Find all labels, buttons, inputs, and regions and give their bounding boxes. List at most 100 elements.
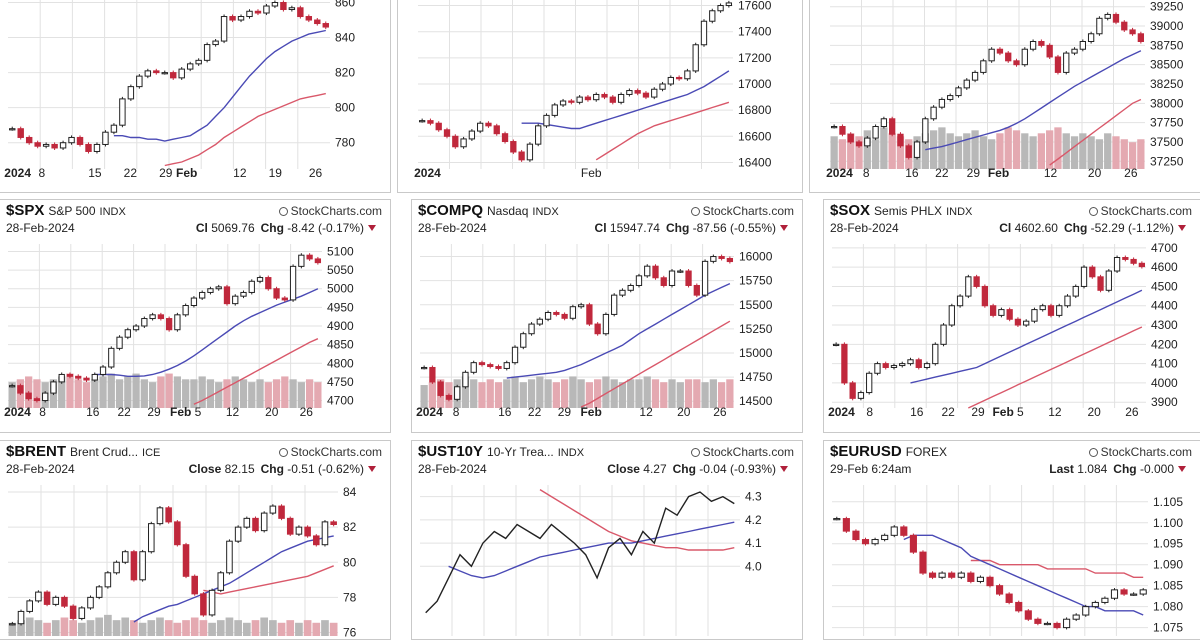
candle xyxy=(260,512,268,532)
x-tick-label: 8 xyxy=(863,166,870,180)
chart-panel-1[interactable]: 860 840 820 800 780 2024 8 15 22 29 Feb 12 19 26 xyxy=(0,0,391,193)
candle xyxy=(68,136,75,144)
volume-bar xyxy=(264,382,272,408)
x-tick-label: Feb xyxy=(170,405,191,419)
candle xyxy=(1122,257,1129,260)
y-tick-label: 17000 xyxy=(738,77,772,91)
candle xyxy=(26,600,33,612)
candle xyxy=(569,306,577,319)
candle xyxy=(1096,17,1103,35)
chart-panel-sox[interactable]: $SOX Semis PHLX INDX StockCharts.com 28-Fe… xyxy=(823,199,1200,433)
candle xyxy=(269,505,277,514)
volume-bar xyxy=(198,376,206,408)
volume-bar xyxy=(946,133,954,169)
candle xyxy=(725,2,733,7)
candle xyxy=(99,366,107,375)
candle xyxy=(144,70,152,77)
volume-bar xyxy=(544,379,552,408)
x-tick-label: 2024 xyxy=(414,166,441,180)
volume-bar xyxy=(996,133,1004,169)
volume-bar xyxy=(140,379,148,408)
candle xyxy=(190,297,198,307)
stockcharts-logo-icon xyxy=(690,207,700,216)
candle xyxy=(634,90,641,94)
volume-bar xyxy=(880,127,888,169)
candle xyxy=(890,365,898,368)
candle xyxy=(700,20,708,46)
candle xyxy=(203,44,211,61)
candle xyxy=(584,96,592,101)
candle xyxy=(551,104,558,116)
y-tick-label: 4.1 xyxy=(745,536,762,550)
candle xyxy=(586,304,593,325)
y-tick-label: 4.3 xyxy=(745,490,762,504)
volume-bar xyxy=(165,373,173,408)
volume-bar xyxy=(295,622,303,636)
y-tick-label: 5000 xyxy=(327,282,354,296)
candle xyxy=(996,585,1004,595)
candle xyxy=(34,142,41,147)
candle xyxy=(1029,41,1037,50)
candle xyxy=(87,596,94,609)
instrument-name: Brent Crud... xyxy=(70,445,139,459)
candle xyxy=(124,329,131,338)
volume-bar xyxy=(428,382,437,408)
candle xyxy=(594,323,601,335)
chart-panel-eurusd[interactable]: $EURUSD FOREX StockCharts.com 29-Feb 6:24… xyxy=(823,440,1200,640)
instrument-name: 10-Yr Trea... xyxy=(487,445,554,459)
candle xyxy=(905,145,912,158)
chart-panel-3[interactable]: 39250 39000 38750 38500 38250 38000 37750 37500… xyxy=(809,0,1200,193)
y-tick-label: 37250 xyxy=(1150,154,1184,168)
volume-bar xyxy=(1070,136,1079,169)
volume-bar xyxy=(256,379,264,408)
candle xyxy=(153,70,160,74)
y-tick-label: 4800 xyxy=(327,356,354,370)
y-tick-label: 4.2 xyxy=(745,513,762,527)
x-tick-label: 2024 xyxy=(416,405,443,419)
candle xyxy=(17,385,24,394)
chart-panel-brent[interactable]: $BRENT Brent Crud... ICE StockCharts.com 2… xyxy=(0,440,391,640)
y-tick-label: 4750 xyxy=(327,375,354,389)
candle xyxy=(149,314,156,320)
x-tick-label: 8 xyxy=(39,405,46,419)
candle xyxy=(1039,305,1046,311)
candle xyxy=(626,90,633,95)
chart-plot-2: 17600 17400 17200 17000 16800 16600 16400 2024 F… xyxy=(414,0,772,180)
y-tick-label: 4000 xyxy=(1151,376,1178,390)
chart-title: $SOX Semis PHLX INDX xyxy=(830,202,972,219)
candle xyxy=(435,122,442,131)
candle xyxy=(174,314,181,331)
candle xyxy=(1129,29,1136,35)
volume-bar xyxy=(1046,130,1054,169)
volume-bar xyxy=(33,379,41,408)
candle xyxy=(297,7,304,18)
chart-panel-spx[interactable]: $SPX S&P 500 INDX StockCharts.com 28-Feb-2… xyxy=(0,199,391,433)
x-tick-label: 26 xyxy=(309,166,323,180)
x-tick-label: Feb xyxy=(580,405,601,419)
candle xyxy=(148,523,155,553)
chart-panel-ust10y[interactable]: $UST10Y 10-Yr Trea... INDX StockCharts.com… xyxy=(411,440,803,640)
chart-panel-compq[interactable]: $COMPQ Nasdaq INDX StockCharts.com 28-Feb-… xyxy=(411,199,803,433)
candle xyxy=(139,551,146,581)
chart-panel-2[interactable]: 17600 17400 17200 17000 16800 16600 16400 2024 F… xyxy=(397,0,803,193)
volume-bar xyxy=(1004,127,1012,169)
volume-bar xyxy=(281,376,289,408)
candle xyxy=(1071,48,1078,54)
y-tick-label: 39000 xyxy=(1150,19,1184,33)
volume-bar xyxy=(519,382,527,408)
volume-bar xyxy=(693,379,701,408)
candle xyxy=(976,576,984,582)
chart-plot-brent: 84 82 80 78 76 xyxy=(8,485,357,639)
candle xyxy=(536,318,543,325)
volume-bar xyxy=(1037,133,1046,169)
x-tick-label: 29 xyxy=(967,166,981,180)
candle xyxy=(651,88,658,98)
volume-bar xyxy=(272,379,281,408)
volume-bar xyxy=(1095,139,1104,169)
quote-date: 28-Feb-2024 xyxy=(418,221,487,235)
candle xyxy=(923,363,931,368)
candle xyxy=(852,530,860,541)
candle xyxy=(17,610,25,625)
candle xyxy=(141,318,148,327)
candle xyxy=(881,534,889,541)
